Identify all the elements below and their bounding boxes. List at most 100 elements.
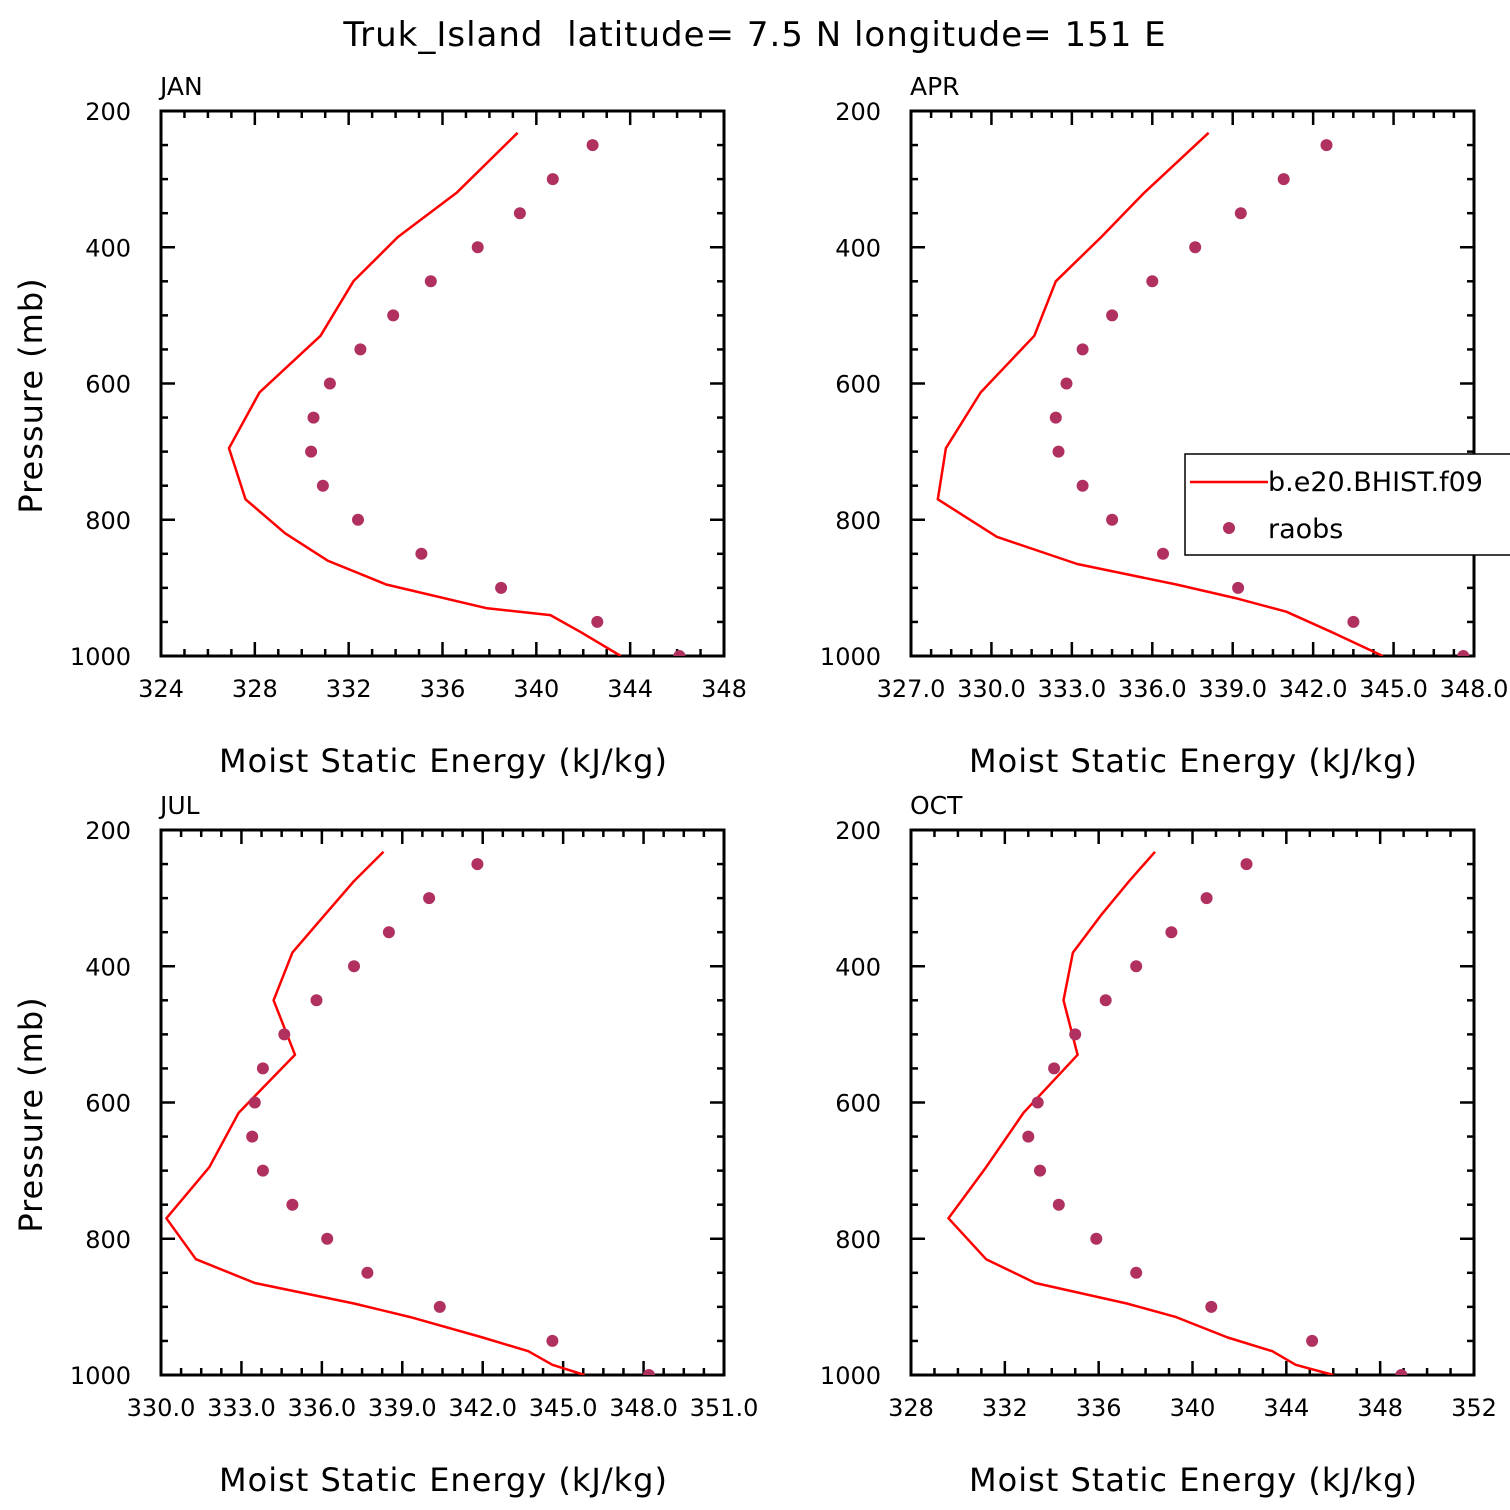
panel-jul: JUL 330.0 333.0 336.0 339.0 342.0 345.0 348.0 35… <box>12 791 758 1499</box>
x-tick-label: 348.0 <box>609 1394 678 1422</box>
plot-data <box>947 850 1408 1375</box>
obs-point <box>1146 275 1159 288</box>
obs-point <box>323 377 336 390</box>
x-tick-label: 352 <box>1451 1394 1497 1422</box>
obs-point <box>1031 1096 1044 1109</box>
obs-point <box>1099 994 1112 1007</box>
x-axis-label: Moist Static Energy (kJ/kg) <box>969 742 1418 780</box>
obs-point <box>1090 1232 1103 1245</box>
obs-point <box>1022 1130 1035 1143</box>
plot-data <box>165 850 655 1375</box>
model-series-line <box>936 131 1384 656</box>
obs-point <box>316 479 329 492</box>
model-series-line <box>165 850 585 1375</box>
obs-point <box>433 1300 446 1313</box>
obs-point <box>1069 1028 1082 1041</box>
obs-point <box>423 892 436 905</box>
x-axis-label: Moist Static Energy (kJ/kg) <box>219 1461 668 1499</box>
obs-point <box>387 309 400 322</box>
obs-point <box>1157 547 1169 560</box>
legend-obs-label: raobs <box>1268 514 1343 545</box>
x-tick-label: 332 <box>982 1394 1028 1422</box>
obs-point <box>415 547 428 560</box>
x-tick-label: 339.0 <box>1198 675 1267 703</box>
x-tick-label: 330.0 <box>957 675 1026 703</box>
obs-point <box>1347 615 1360 628</box>
obs-point <box>305 445 318 458</box>
y-tick-label: 1000 <box>820 1362 881 1390</box>
x-tick-label: 348.0 <box>1440 675 1509 703</box>
y-axis-label: Pressure (mb) <box>12 996 50 1232</box>
obs-point <box>1306 1334 1319 1347</box>
obs-point <box>361 1266 374 1279</box>
obs-point <box>1034 1164 1046 1177</box>
y-tick-label: 1000 <box>70 1362 131 1390</box>
x-tick-label: 348 <box>701 675 747 703</box>
obs-point <box>642 1369 655 1375</box>
x-tick-label: 324 <box>138 675 184 703</box>
x-tick-label: 333.0 <box>207 1394 276 1422</box>
obs-point <box>1106 513 1119 526</box>
obs-point <box>1052 445 1065 458</box>
plot-frame <box>909 109 1476 658</box>
y-tick-label: 600 <box>835 371 881 399</box>
obs-point <box>1200 892 1213 905</box>
x-tick-label: 342.0 <box>448 1394 517 1422</box>
obs-point <box>286 1198 299 1211</box>
y-tick-label: 800 <box>835 1226 881 1254</box>
legend-model-label: b.e20.BHIST.f09 <box>1268 467 1483 498</box>
obs-point <box>256 1062 269 1075</box>
panel-oct: OCT 328 332 336 340 344 348 352 200 400 600 800 1000… <box>820 791 1497 1499</box>
legend: b.e20.BHIST.f09 raobs <box>1184 453 1510 556</box>
obs-point <box>256 1164 269 1177</box>
obs-point <box>352 513 364 526</box>
obs-point <box>1130 1266 1143 1279</box>
x-tick-label: 345.0 <box>1359 675 1428 703</box>
obs-point <box>586 139 599 152</box>
y-tick-label: 400 <box>85 953 131 981</box>
x-tick-label: 333.0 <box>1037 675 1106 703</box>
obs-point <box>673 650 686 656</box>
y-tick-label: 400 <box>835 953 881 981</box>
x-tick-label: 345.0 <box>529 1394 598 1422</box>
obs-point <box>1395 1369 1408 1375</box>
obs-point <box>1049 411 1062 424</box>
y-tick-label: 200 <box>85 817 131 845</box>
y-axis-label: Pressure (mb) <box>12 277 50 513</box>
model-series-line <box>227 131 622 656</box>
panel-label: OCT <box>910 791 963 820</box>
y-tick-label: 800 <box>835 507 881 535</box>
x-axis-label: Moist Static Energy (kJ/kg) <box>969 1461 1418 1499</box>
plot-data <box>227 131 686 656</box>
y-tick-label: 400 <box>85 234 131 262</box>
obs-point <box>471 858 484 871</box>
x-tick-label: 336 <box>1076 1394 1122 1422</box>
y-tick-label: 200 <box>85 98 131 126</box>
obs-point <box>1106 309 1119 322</box>
obs-point <box>348 960 360 973</box>
x-tick-label: 328 <box>888 1394 934 1422</box>
obs-point <box>1457 650 1470 656</box>
panel-apr: APR 327.0 330.0 333.0 336.0 339.0 342.0 345.0 34… <box>820 72 1510 780</box>
obs-point <box>1060 377 1073 390</box>
obs-point <box>321 1232 334 1245</box>
plot-frame <box>159 109 726 658</box>
panel-label: JAN <box>158 72 203 101</box>
x-tick-label: 336 <box>420 675 466 703</box>
y-tick-label: 600 <box>85 371 131 399</box>
x-tick-label: 339.0 <box>368 1394 437 1422</box>
obs-point <box>1277 173 1290 186</box>
panel-jan: JAN 324 328 332 336 340 344 348 200 400 600 800 1000… <box>12 72 747 780</box>
obs-point <box>546 173 559 186</box>
x-tick-label: 332 <box>326 675 372 703</box>
obs-point <box>513 207 526 220</box>
y-tick-label: 600 <box>85 1090 131 1118</box>
x-tick-label: 340 <box>1170 1394 1216 1422</box>
obs-point <box>1130 960 1143 973</box>
obs-point <box>1048 1062 1061 1075</box>
obs-point <box>1076 343 1089 356</box>
plot-frame <box>159 828 726 1377</box>
obs-point <box>495 581 508 594</box>
obs-point <box>307 411 320 424</box>
y-tick-label: 800 <box>85 507 131 535</box>
